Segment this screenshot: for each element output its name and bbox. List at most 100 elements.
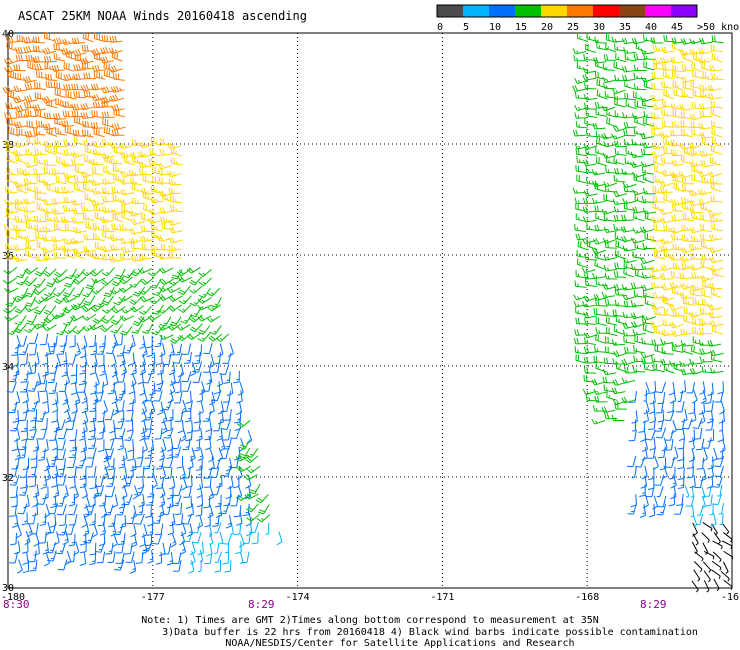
wind-barb: [596, 78, 608, 89]
wind-barb: [649, 380, 657, 395]
wind-barb: [602, 237, 617, 244]
wind-barb: [17, 503, 28, 515]
wind-barb: [706, 475, 714, 489]
wind-barb: [604, 185, 618, 193]
wind-barb: [664, 308, 676, 317]
wind-barb: [4, 140, 18, 147]
wind-barb: [595, 212, 607, 222]
wind-barb: [628, 429, 637, 442]
wind-barb: [614, 249, 627, 260]
wind-barb: [6, 325, 20, 336]
wind-barb: [3, 266, 18, 275]
legend-swatch-1: [463, 5, 489, 17]
wind-barb: [186, 420, 193, 434]
wind-barb: [62, 305, 77, 314]
wind-barb: [221, 465, 232, 477]
wind-barb: [583, 53, 596, 61]
wind-barb: [595, 362, 607, 373]
wind-barb: [14, 391, 21, 406]
wind-barb: [33, 168, 47, 176]
wind-barb: [606, 117, 618, 128]
wind-barb: [690, 80, 702, 90]
wind-barb: [55, 127, 67, 136]
wind-barb: [15, 111, 29, 118]
wind-barb: [583, 144, 598, 150]
wind-barb: [8, 126, 20, 137]
wind-barb: [621, 65, 636, 73]
wind-barb: [672, 446, 679, 461]
wind-barb: [183, 486, 192, 498]
wind-barb: [43, 159, 57, 167]
wind-barb: [593, 56, 607, 64]
wind-barb: [704, 391, 713, 404]
wind-barb: [621, 377, 636, 384]
wind-barb: [33, 484, 40, 498]
wind-barb: [170, 204, 183, 213]
wind-barb: [99, 420, 106, 434]
wind-barb: [57, 427, 68, 440]
wind-barb: [605, 33, 618, 43]
wind-barb: [131, 197, 145, 205]
wind-barb: [63, 315, 75, 326]
wind-barb: [16, 559, 23, 574]
wind-barb: [138, 305, 152, 315]
wind-barb: [257, 504, 270, 515]
wind-barb: [151, 474, 158, 489]
wind-barb: [144, 446, 153, 459]
wind-barb: [32, 104, 46, 112]
wind-barb: [21, 540, 29, 554]
wind-barb: [91, 110, 104, 119]
wind-barb: [71, 37, 86, 45]
wind-barb: [53, 43, 66, 52]
wind-barb: [139, 295, 155, 303]
wind-barb: [226, 382, 234, 396]
wind-barb: [158, 324, 173, 331]
wind-barb: [90, 48, 106, 56]
wind-barb: [72, 276, 87, 285]
wind-barb: [230, 522, 234, 536]
wind-barb: [698, 198, 713, 205]
wind-barb: [623, 121, 637, 129]
wind-barb: [192, 532, 202, 544]
wind-barb: [256, 514, 271, 523]
wind-barb: [585, 129, 599, 138]
wind-barb: [92, 166, 104, 176]
wind-barb: [71, 217, 85, 224]
wind-barb: [167, 142, 181, 150]
wind-barb: [707, 465, 714, 479]
wind-barb: [108, 514, 117, 527]
wind-barb: [168, 251, 182, 259]
wind-barb: [650, 94, 664, 102]
wind-barb: [631, 466, 637, 479]
wind-barb: [168, 343, 175, 357]
wind-barb: [192, 361, 203, 373]
wind-barb: [702, 298, 714, 308]
wind-barb: [103, 126, 115, 137]
wind-barb: [233, 522, 242, 536]
wind-barb: [216, 474, 223, 488]
wind-barb: [129, 177, 143, 185]
wind-barb: [573, 337, 587, 345]
wind-barb: [81, 304, 96, 312]
wind-barb: [52, 391, 59, 406]
wind-barb: [605, 336, 617, 345]
wind-barb: [641, 99, 654, 108]
wind-barb: [677, 448, 684, 462]
wind-barb: [603, 181, 618, 188]
wind-barb: [222, 551, 230, 565]
wind-barb: [79, 552, 87, 566]
wind-barb: [32, 36, 46, 44]
wind-barb: [643, 61, 655, 71]
legend-swatch-4: [541, 5, 567, 17]
wind-barb: [121, 447, 128, 462]
wind-barb: [633, 289, 646, 298]
wind-barb: [83, 90, 96, 99]
wind-barb: [147, 550, 154, 564]
wind-barb: [678, 427, 686, 442]
wind-barb: [634, 269, 646, 279]
wind-barb: [593, 355, 606, 364]
wind-barb: [694, 476, 704, 489]
wind-barb: [22, 400, 29, 414]
wind-barb: [650, 112, 664, 119]
wind-barb: [675, 401, 685, 413]
